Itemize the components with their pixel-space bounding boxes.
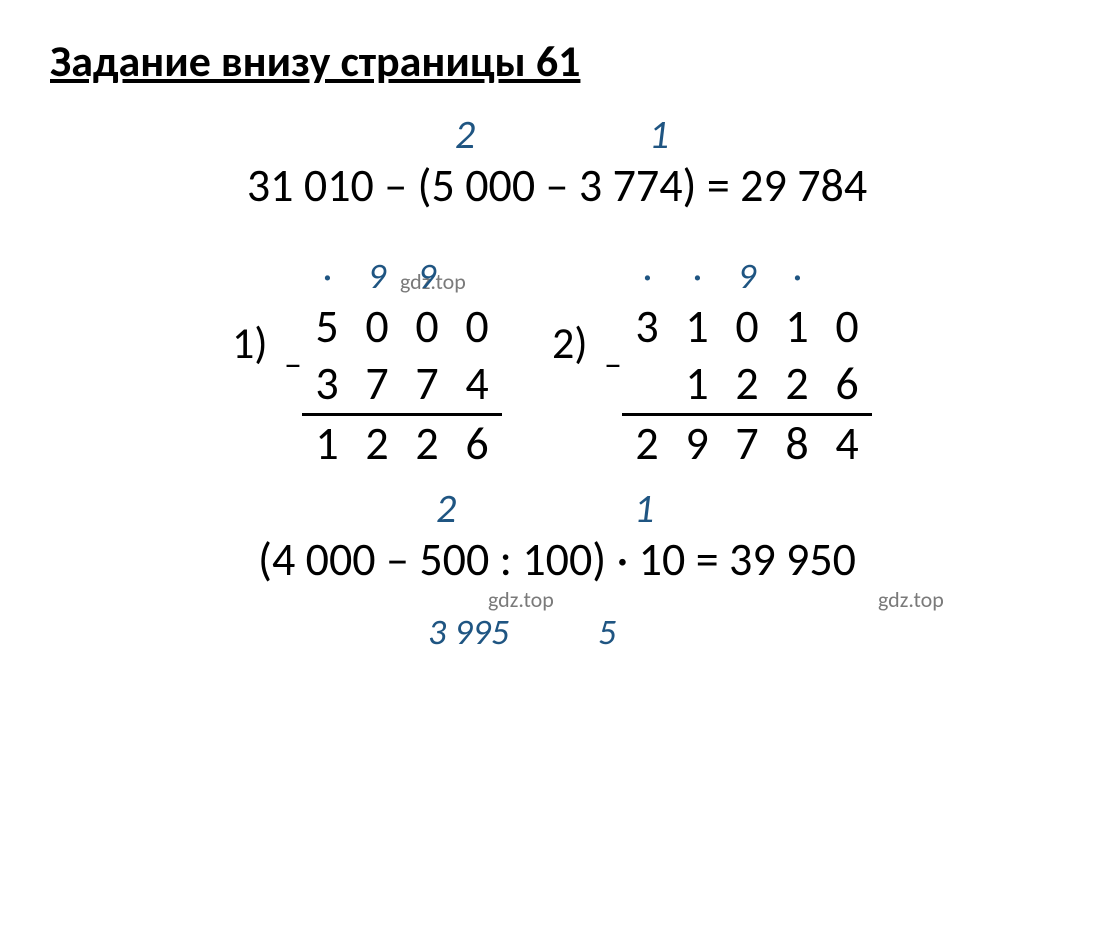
eq1-annotation-2: 2 bbox=[455, 110, 475, 159]
watermark-2: gdz.top bbox=[488, 586, 554, 613]
calc2-res-1: 9 bbox=[672, 414, 722, 472]
calc2-carries: · · 9 · bbox=[622, 254, 872, 298]
calc1-bot-0: 3 bbox=[302, 356, 352, 414]
calc2-carry-3: · bbox=[772, 254, 822, 298]
calc2-res-0: 2 bbox=[622, 414, 672, 472]
equation-2-row: 2 1 (4 000 – 500 : 100) · 10 = 39 950 gd… bbox=[258, 532, 856, 588]
calc2-carry-1: · bbox=[672, 254, 722, 298]
calc-2: 2) – · · 9 · 3 1 0 1 0 1 2 2 6 bbox=[562, 254, 872, 472]
calc1-result-row: 1 2 2 6 bbox=[302, 414, 502, 472]
calc1-res-3: 6 bbox=[452, 414, 502, 472]
calc1-bot-1: 7 bbox=[352, 356, 402, 414]
eq2-annotation-1: 1 bbox=[634, 484, 654, 533]
calc2-carry-0: · bbox=[622, 254, 672, 298]
calc2-table: · · 9 · 3 1 0 1 0 1 2 2 6 2 bbox=[622, 254, 872, 472]
calc2-carry-4 bbox=[822, 254, 872, 298]
calc1-res-1: 2 bbox=[352, 414, 402, 472]
equation-1-block: 2 1 31 010 – (5 000 – 3 774) = 29 784 bbox=[50, 158, 1064, 214]
calc2-top-1: 1 bbox=[672, 298, 722, 356]
eq2-annotation-2: 2 bbox=[436, 484, 456, 533]
page-title: Задание внизу страницы 61 bbox=[50, 34, 1064, 88]
calc1-bot-3: 4 bbox=[452, 356, 502, 414]
calc2-result-row: 2 9 7 8 4 bbox=[622, 414, 872, 472]
calc2-bot-4: 6 bbox=[822, 356, 872, 414]
calc1-carry-1: 9 bbox=[352, 254, 402, 298]
calc-1: 1) – · 9 9 5 0 0 0 3 7 7 4 1 bbox=[242, 254, 502, 472]
calc1-bot-2: 7 bbox=[402, 356, 452, 414]
bottom-ann-1: 3 995 bbox=[428, 610, 509, 654]
calc2-res-4: 4 bbox=[822, 414, 872, 472]
calc2-bot-1: 1 bbox=[672, 356, 722, 414]
eq1-annotation-1: 1 bbox=[649, 110, 669, 159]
calc1-carries: · 9 9 bbox=[302, 254, 502, 298]
calc2-top-2: 0 bbox=[722, 298, 772, 356]
calc1-res-0: 1 bbox=[302, 414, 352, 472]
calc2-res-2: 7 bbox=[722, 414, 772, 472]
calc1-carry-2: 9 bbox=[402, 254, 452, 298]
calc2-label: 2) bbox=[552, 316, 588, 370]
calc2-bottom-row: 1 2 2 6 bbox=[622, 356, 872, 414]
equation-2-block: 2 1 (4 000 – 500 : 100) · 10 = 39 950 gd… bbox=[50, 532, 1064, 588]
calc1-res-2: 2 bbox=[402, 414, 452, 472]
calc2-bot-0 bbox=[622, 356, 672, 414]
calc1-bottom-row: 3 7 7 4 bbox=[302, 356, 502, 414]
calc1-carry-0: · bbox=[302, 254, 352, 298]
calc1-top-2: 0 bbox=[402, 298, 452, 356]
calc2-bot-2: 2 bbox=[722, 356, 772, 414]
calc2-top-4: 0 bbox=[822, 298, 872, 356]
bottom-ann-2: 5 bbox=[598, 610, 616, 654]
calc2-top-row: 3 1 0 1 0 bbox=[622, 298, 872, 356]
equation-1-row: 2 1 31 010 – (5 000 – 3 774) = 29 784 bbox=[247, 158, 867, 214]
calc2-top-3: 1 bbox=[772, 298, 822, 356]
watermark-3: gdz.top bbox=[878, 586, 944, 613]
calc1-table: · 9 9 5 0 0 0 3 7 7 4 1 2 2 6 bbox=[302, 254, 502, 472]
calc1-top-row: 5 0 0 0 bbox=[302, 298, 502, 356]
calc2-bot-3: 2 bbox=[772, 356, 822, 414]
calc2-top-0: 3 bbox=[622, 298, 672, 356]
calc1-minus: – bbox=[284, 342, 302, 386]
column-calculations: gdz.top 1) – · 9 9 5 0 0 0 3 7 7 4 bbox=[50, 254, 1064, 472]
eq1-text: 31 010 – (5 000 – 3 774) = 29 784 bbox=[247, 158, 867, 214]
calc2-carry-2: 9 bbox=[722, 254, 772, 298]
calc2-minus: – bbox=[604, 342, 622, 386]
calc2-res-3: 8 bbox=[772, 414, 822, 472]
calc1-top-1: 0 bbox=[352, 298, 402, 356]
calc1-label: 1) bbox=[232, 316, 268, 370]
eq2-text: (4 000 – 500 : 100) · 10 = 39 950 bbox=[258, 532, 856, 588]
calc1-top-0: 5 bbox=[302, 298, 352, 356]
calc1-carry-3 bbox=[452, 254, 502, 298]
calc1-top-3: 0 bbox=[452, 298, 502, 356]
